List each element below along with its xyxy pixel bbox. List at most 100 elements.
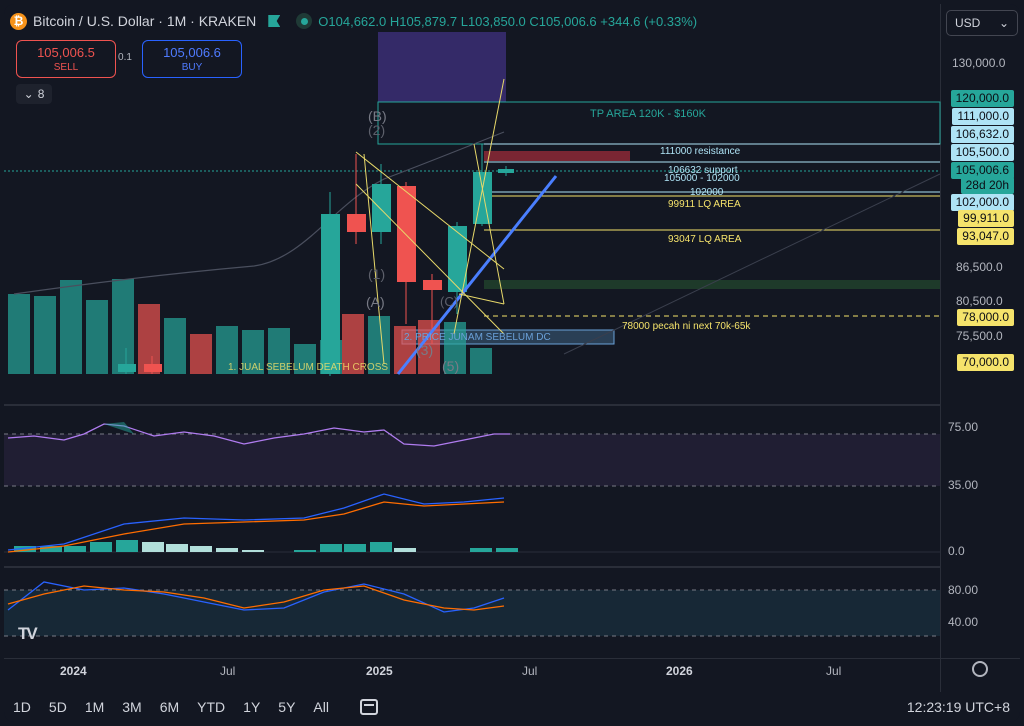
tf-3m[interactable]: 3M <box>122 699 142 715</box>
ohlc-values: O104,662.0 H105,879.7 L103,850.0 C105,00… <box>318 14 697 29</box>
tp-area-text: TP AREA 120K - $160K <box>590 108 706 120</box>
price-tick: 80,500.0 <box>956 294 1003 308</box>
chart-window: ₿ Bitcoin / U.S. Dollar · 1M · KRAKEN O1… <box>4 4 1020 722</box>
resistance-text: 111000 resistance <box>660 146 741 157</box>
macd-line <box>7 493 505 551</box>
currency-select[interactable]: USD ⌄ <box>946 10 1018 36</box>
stoch-k-line <box>7 581 505 613</box>
price-label-105500: 105,500.0 <box>950 144 1014 161</box>
tf-all[interactable]: All <box>313 699 329 715</box>
time-label-jul: Jul <box>826 664 842 678</box>
rsi-lower-label: 35.00 <box>948 478 979 492</box>
tradingview-logo[interactable]: TV <box>18 624 38 643</box>
green-zone <box>484 280 940 289</box>
price-tick: 86,500.0 <box>956 260 1003 274</box>
timeframe-bar: 1D 5D 1M 3M 6M YTD 1Y 5Y All 12:23:19 UT… <box>4 692 1020 722</box>
sell-label: SELL <box>53 62 79 73</box>
support-text: 106632 support <box>668 165 738 176</box>
symbol-title[interactable]: Bitcoin / U.S. Dollar · 1M · KRAKEN <box>33 13 257 29</box>
price-label-99911: 99,911.0 <box>958 210 1014 227</box>
range-text: 105000 - 102000 <box>664 173 740 184</box>
trend-line-grey <box>563 173 941 355</box>
stoch-lower-label: 40.00 <box>948 615 979 629</box>
open-value: O104,662.0 <box>318 13 387 29</box>
tf-1m[interactable]: 1M <box>84 699 105 715</box>
time-label-jul: Jul <box>522 664 538 678</box>
tf-1d[interactable]: 1D <box>13 699 31 715</box>
price-label-120000: 120,000.0 <box>950 90 1014 107</box>
price-chart[interactable] <box>4 4 1020 692</box>
note1-text: 1. JUAL SEBELUM DEATH CROSS <box>228 362 389 373</box>
close-value: C105,006.6 <box>529 13 597 29</box>
buy-label: BUY <box>181 62 203 73</box>
candles <box>118 144 514 376</box>
rsi-band <box>4 434 940 486</box>
blue-trend-line <box>396 175 558 375</box>
sell-button[interactable]: 105,006.5 SELL <box>16 40 116 78</box>
price-label-102000: 102,000.0 <box>950 194 1014 211</box>
lq-area-2-text: 93047 LQ AREA <box>668 234 742 245</box>
stoch-d-line <box>7 585 505 611</box>
volume-bars <box>8 279 492 374</box>
tf-6m[interactable]: 6M <box>159 699 180 715</box>
pane-separator-stoch <box>4 566 940 568</box>
market-status-icon[interactable] <box>296 13 313 29</box>
resistance-zone <box>484 151 630 161</box>
price-label-70000: 70,000.0 <box>957 354 1014 371</box>
stoch-band <box>4 590 940 636</box>
stoch-upper-label: 80.00 <box>948 583 979 597</box>
tf-5y[interactable]: 5Y <box>278 699 296 715</box>
price-label-111000: 111,000.0 <box>952 108 1014 125</box>
rsi-line <box>7 423 510 447</box>
symbol-legend[interactable]: ₿ Bitcoin / U.S. Dollar · 1M · KRAKEN O1… <box>10 10 697 32</box>
macd-zero-label: 0.0 <box>948 544 965 558</box>
tf-5d[interactable]: 5D <box>48 699 67 715</box>
settings-icon[interactable] <box>972 661 988 677</box>
indicator-count: 8 <box>37 87 45 101</box>
tf-ytd[interactable]: YTD <box>197 699 226 715</box>
time-label-2026: 2026 <box>666 664 693 678</box>
change-value: +344.6 (+0.33%) <box>600 13 698 29</box>
price-label-93047: 93,047.0 <box>957 228 1014 245</box>
flag-icon[interactable] <box>268 15 281 27</box>
high-value: H105,879.7 <box>389 13 458 29</box>
time-label-2025: 2025 <box>366 664 393 678</box>
ma-line <box>13 131 505 295</box>
time-axis-border <box>4 658 1020 659</box>
chevron-down-icon: ⌄ <box>23 87 34 101</box>
level-102000-text: 102000 <box>690 187 724 198</box>
sell-price: 105,006.5 <box>37 45 95 60</box>
wave-label-c: (C) <box>440 294 459 309</box>
price-tick: 130,000.0 <box>952 56 1006 70</box>
tf-1y[interactable]: 1Y <box>243 699 261 715</box>
indicators-toggle[interactable]: ⌄ 8 <box>16 84 52 104</box>
rsi-upper-label: 75.00 <box>948 420 979 434</box>
note2-text: 2. PRICE JUNAM SEBELUM DC <box>404 332 551 343</box>
countdown-label: 28d 20h <box>960 177 1014 194</box>
lq-area-1-text: 99911 LQ AREA <box>668 199 741 210</box>
elliott-lines <box>355 78 505 365</box>
currency-value: USD <box>955 16 981 30</box>
spread-value: 0.1 <box>118 52 132 63</box>
level-78000-text: 78000 pecah ni next 70k-65k <box>622 321 751 332</box>
wave-label-1: (1) <box>368 266 386 282</box>
tp-zone <box>378 32 506 102</box>
price-label-current: 105,006.6 <box>950 162 1014 179</box>
bitcoin-icon: ₿ <box>10 12 27 30</box>
price-tick: 75,500.0 <box>956 329 1003 343</box>
macd-histogram <box>14 540 518 552</box>
wave-label-5: (5) <box>442 358 460 374</box>
calendar-icon[interactable] <box>359 699 378 715</box>
price-label-78000: 78,000.0 <box>957 309 1014 326</box>
time-label-2024: 2024 <box>60 664 87 678</box>
wave-label-b: (B) <box>368 108 387 124</box>
buy-button[interactable]: 105,006.6 BUY <box>142 40 242 78</box>
time-label-jul: Jul <box>220 664 236 678</box>
wave-label-a: (A) <box>366 294 385 310</box>
wave-label-3: (3) <box>416 342 434 358</box>
chevron-down-icon: ⌄ <box>998 16 1009 30</box>
low-value: L103,850.0 <box>460 13 526 29</box>
price-axis-border <box>940 4 941 692</box>
clock[interactable]: 12:23:19 UTC+8 <box>906 699 1010 715</box>
pane-separator-rsi <box>4 404 940 406</box>
